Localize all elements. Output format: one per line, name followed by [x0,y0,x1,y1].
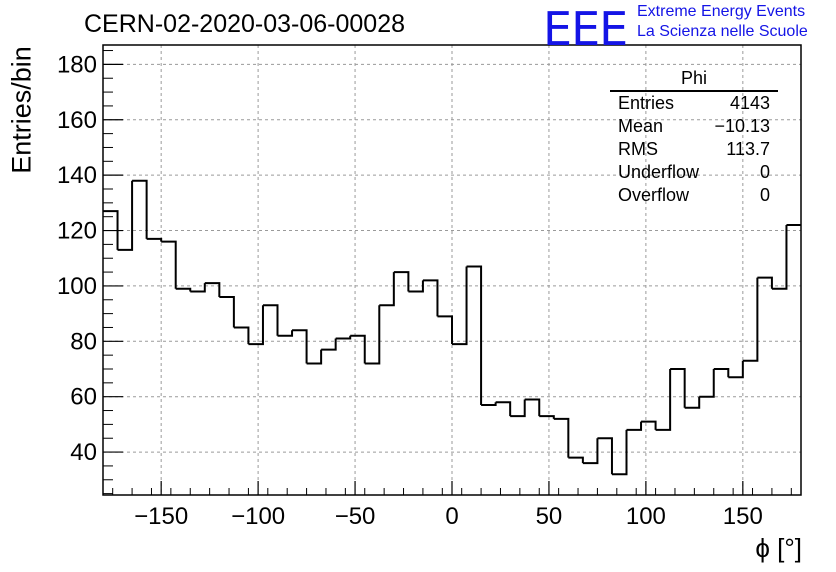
x-tick-label: −50 [335,503,376,530]
histogram-layer [103,179,801,476]
histogram-bin [364,305,381,365]
histogram-bin [713,368,730,378]
histogram-bin [553,417,570,458]
x-tick-label: 100 [626,503,666,530]
histogram-bin [437,315,453,345]
histogram-bin [393,271,410,292]
histogram-bin [539,415,555,419]
histogram-bin [757,276,773,289]
histogram-bin [728,360,744,379]
run-title: CERN-02-2020-03-06-00028 [84,10,406,38]
stats-value: 4143 [729,93,770,113]
stats-row: Entries 4143 [610,92,778,115]
histogram-bin [335,335,352,340]
histogram-bin [611,429,628,476]
stats-row: Underflow 0 [610,161,778,184]
x-tick-label: 50 [536,503,563,530]
stats-box: Phi Entries 4143 Mean −10.13 RMS 113.7 U… [610,68,778,207]
histogram-bin [146,237,163,242]
histogram-bin [422,279,439,317]
y-tick-label: 60 [70,384,97,411]
axis-ticks [103,50,792,495]
histogram-bin [742,277,759,362]
stats-value: 0 [759,185,770,205]
histogram-bin [582,438,599,465]
y-tick-label: 180 [57,51,97,78]
histogram-bin [626,421,643,431]
histogram-bin [117,180,134,251]
histogram-bin [597,437,613,475]
stats-value: −10.13 [714,116,770,136]
y-tick-label: 120 [57,218,97,245]
histogram-bin [510,399,526,418]
histogram-bin [262,304,279,336]
histogram-bin [292,329,308,364]
stats-label: Mean [618,116,664,136]
histogram-bin [204,282,221,297]
histogram-bin [670,368,686,408]
y-tick-label: 40 [70,439,97,466]
histogram-bin [277,330,294,337]
x-tick-label: −150 [134,503,188,530]
histogram-bin [452,266,468,346]
y-tick-label: 160 [57,107,97,134]
histogram-bin [379,272,395,307]
histogram-bin [684,396,701,409]
histogram-bin [321,338,337,351]
x-tick-label: 0 [445,503,458,530]
x-tick-label: 150 [723,503,763,530]
y-axis-label: Entries/bin [6,46,37,174]
histogram-bin [175,287,192,292]
histogram-bin [481,402,497,406]
histogram-bin [466,265,483,405]
histogram-bin [699,369,715,398]
y-tick-label: 80 [70,328,97,355]
histogram-bin [524,398,541,417]
stats-value: 0 [759,162,770,182]
x-axis-label: ϕ [°] [755,533,802,563]
stats-row: Mean −10.13 [610,115,778,138]
histogram-bin [655,369,672,431]
stats-label: RMS [618,139,658,159]
stats-title: Phi [610,68,778,92]
histogram-bin [248,305,264,346]
logo-subtitle-2: La Scienza nelle Scuole [637,23,808,40]
eee-logo: EEE [543,2,628,56]
histogram-bin [161,240,177,289]
logo-subtitle-1: Extreme Energy Events [637,3,806,20]
histogram-bin [641,420,657,430]
histogram-bin [190,283,206,293]
y-tick-label: 140 [57,162,97,189]
stats-value: 113.7 [726,139,770,159]
histogram-bin [103,210,119,250]
histogram-bin [495,401,512,417]
stats-label: Entries [618,93,675,113]
histogram-bin [568,456,584,464]
stats-label: Overflow [618,185,690,205]
stats-label: Underflow [618,162,700,182]
tick-labels: −150 −100 −50 0 50 100 150 40 60 80 100 120 140 160 18… [57,51,763,530]
histogram-bin [306,349,323,365]
stats-row: RMS 113.7 [610,138,778,161]
stats-row: Overflow 0 [610,184,778,207]
x-tick-label: −100 [231,503,285,530]
histogram-bin [132,179,148,239]
histogram-bin [350,334,366,364]
histogram-bin [408,280,424,293]
y-tick-label: 100 [57,273,97,300]
histogram-bin [771,225,788,290]
histogram-bin [219,296,235,328]
histogram-bin [233,326,250,345]
